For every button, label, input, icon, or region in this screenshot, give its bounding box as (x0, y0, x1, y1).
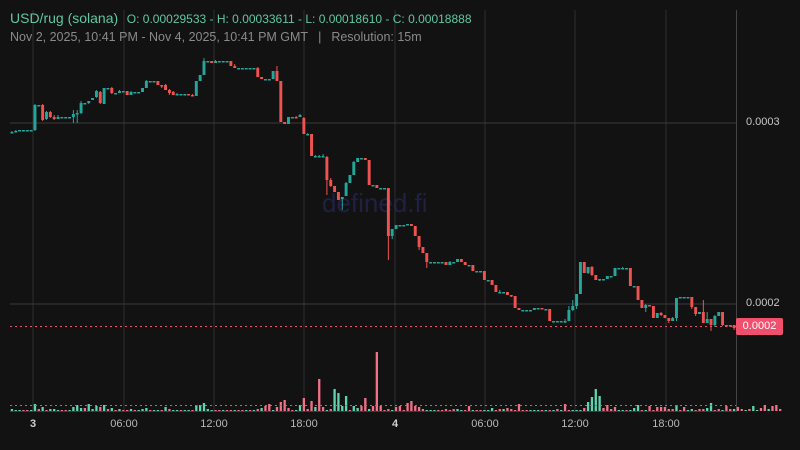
time-tick-label: 4 (391, 418, 399, 430)
title-line: USD/rug (solana) O: 0.00029533 - H: 0.00… (10, 10, 472, 26)
separator: | (318, 30, 322, 44)
price-tick-label: 0.0003 (746, 116, 780, 128)
date-range: Nov 2, 2025, 10:41 PM - Nov 4, 2025, 10:… (10, 30, 309, 44)
subtitle-line: Nov 2, 2025, 10:41 PM - Nov 4, 2025, 10:… (10, 30, 472, 44)
time-tick-label: 18:00 (652, 418, 680, 430)
grid-lines (10, 10, 737, 412)
time-tick-label: 12:00 (561, 418, 589, 430)
volume-bars (10, 352, 782, 411)
pair-title: USD/rug (solana) (10, 10, 119, 26)
time-tick-label: 18:00 (290, 418, 318, 430)
candles (10, 58, 736, 331)
resolution-label: Resolution: 15m (331, 30, 422, 44)
price-tick-label: 0.0002 (746, 297, 780, 309)
time-tick-label: 06:00 (471, 418, 499, 430)
time-tick-label: 3 (29, 418, 37, 430)
time-tick-label: 06:00 (110, 418, 138, 430)
chart-header: USD/rug (solana) O: 0.00029533 - H: 0.00… (10, 10, 472, 44)
time-tick-label: 12:00 (200, 418, 228, 430)
last-price-badge: 0.0002 (736, 318, 783, 335)
ohlc-values: O: 0.00029533 - H: 0.00033611 - L: 0.000… (126, 12, 472, 26)
price-lines (10, 326, 736, 406)
